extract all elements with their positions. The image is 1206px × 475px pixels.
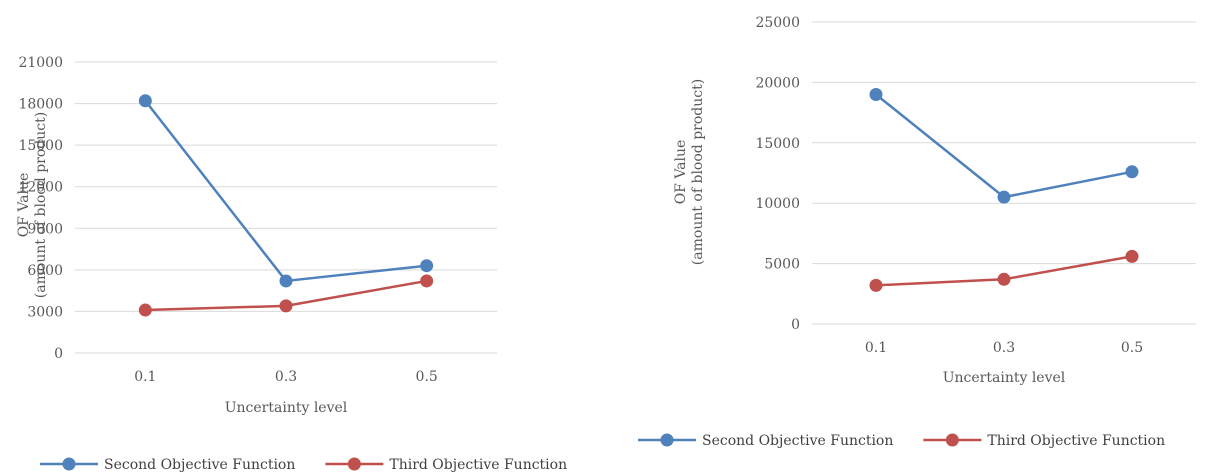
y-tick-label: 10000 <box>755 196 800 212</box>
data-point <box>279 274 293 288</box>
legend-label: Second Objective Function <box>702 433 893 449</box>
data-point <box>997 272 1011 286</box>
x-tick-label: 0.5 <box>416 369 438 385</box>
legend-marker <box>347 457 361 471</box>
data-point <box>869 278 883 292</box>
x-tick-label: 0.3 <box>993 340 1015 356</box>
legend-marker <box>62 457 76 471</box>
data-point <box>420 274 434 288</box>
data-point <box>997 190 1011 204</box>
y-axis-label-line: OF Value <box>673 140 689 205</box>
data-point <box>279 299 293 313</box>
y-tick-label: 21000 <box>18 55 63 71</box>
series-line <box>875 93 1133 199</box>
data-point <box>138 94 152 108</box>
legend-marker <box>660 433 674 447</box>
y-axis-label-line: (amount of blood product) <box>690 79 706 265</box>
y-tick-label: 9000 <box>27 221 63 237</box>
data-point <box>420 259 434 273</box>
left-line-chart: 0 3000 6000 9000 12000 15000 18000 21000 0.1 0.3 0… <box>16 55 567 473</box>
y-tick-label: 5000 <box>764 257 800 273</box>
y-axis-label-line: (amount of blood product) <box>33 112 49 298</box>
y-tick-label: 0 <box>791 317 800 333</box>
y-tick-label: 18000 <box>18 97 63 113</box>
data-point <box>1125 249 1139 263</box>
y-tick-label: 6000 <box>27 263 63 279</box>
y-axis-label-line: OF Value <box>16 173 32 238</box>
y-axis-label: OF Value(amount of blood product) <box>16 112 49 298</box>
y-tick-label: 20000 <box>755 75 800 91</box>
x-tick-label: 0.1 <box>134 369 156 385</box>
data-point <box>869 87 883 101</box>
legend-label: Third Objective Function <box>987 433 1165 449</box>
x-axis-label: Uncertainty level <box>225 400 348 416</box>
y-tick-label: 25000 <box>755 15 800 31</box>
x-axis-label: Uncertainty level <box>943 370 1066 386</box>
legend-label: Third Objective Function <box>389 457 567 473</box>
x-tick-label: 0.3 <box>275 369 297 385</box>
legend-marker <box>945 433 959 447</box>
y-tick-label: 3000 <box>27 304 63 320</box>
series-line <box>144 100 427 283</box>
y-tick-label: 15000 <box>18 138 63 154</box>
y-axis-label: OF Value(amount of blood product) <box>673 79 706 265</box>
right-line-chart: 0 5000 10000 15000 20000 25000 0.1 0.3 0.5 Uncert… <box>638 15 1196 449</box>
legend-label: Second Objective Function <box>104 457 295 473</box>
x-tick-label: 0.1 <box>865 340 887 356</box>
y-tick-label: 12000 <box>18 180 63 196</box>
data-point <box>138 303 152 317</box>
data-point <box>1125 165 1139 179</box>
x-tick-label: 0.5 <box>1121 340 1143 356</box>
y-tick-label: 15000 <box>755 136 800 152</box>
y-tick-label: 0 <box>54 346 63 362</box>
